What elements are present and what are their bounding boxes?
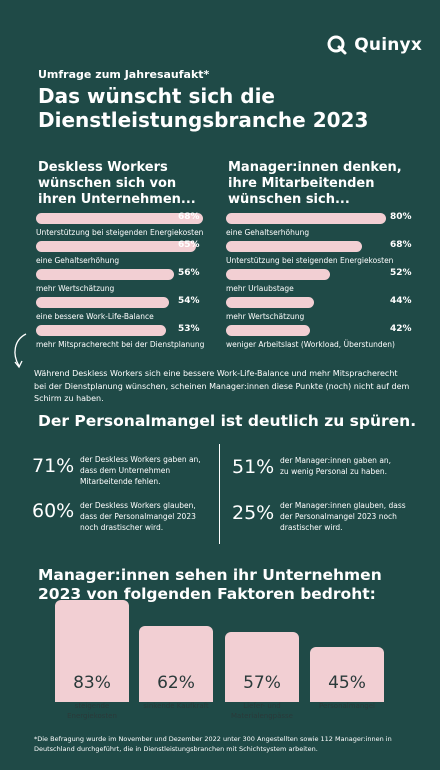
- bar-track: [36, 297, 282, 308]
- bar-category-label: mehr Urlaubstage: [226, 284, 294, 293]
- stats-divider: [219, 444, 220, 544]
- bar-category-label: Unterstützung bei steigenden Energiekost…: [36, 228, 204, 237]
- bar-category-label: weniger Arbeitslast (Workload, Überstund…: [226, 340, 395, 349]
- right-column-heading: Manager:innen denken, ihre Mitarbeitende…: [228, 160, 402, 207]
- stat-number: 60%: [32, 500, 75, 522]
- left-column-heading: Deskless Workers wünschen sich von ihren…: [38, 160, 196, 207]
- stat-number: 51%: [232, 456, 275, 478]
- bar-track: [36, 213, 282, 224]
- bar-track: [36, 325, 282, 336]
- bar: [226, 325, 310, 336]
- stat-number: 25%: [232, 502, 275, 524]
- survey-subtitle: Umfrage zum Jahresaufakt*: [38, 68, 210, 81]
- comparison-note: Während Deskless Workers sich eine besse…: [34, 369, 410, 403]
- bar-category-label: mehr Wertschätzung: [36, 284, 115, 293]
- stat-text: der Deskless Workers glauben, dass der P…: [80, 501, 196, 532]
- bar-track: [226, 213, 426, 224]
- bar: [55, 600, 129, 702]
- bar-value-label: 68%: [178, 212, 200, 222]
- bar: [226, 213, 386, 224]
- bar: [226, 297, 314, 308]
- bar: [36, 269, 174, 280]
- brand-name: Quinyx: [354, 35, 422, 55]
- stat-text: der Manager:innen gaben an, zu wenig Per…: [280, 456, 392, 476]
- bar-category-label: Personalmangel: [319, 702, 375, 710]
- bar: [310, 646, 384, 702]
- curved-arrow-icon: [14, 333, 27, 369]
- bar-category-label: mehr Wertschätzung: [226, 312, 305, 321]
- bar-track: [226, 297, 426, 308]
- bar-value-label: 42%: [390, 324, 412, 334]
- bar-category-label: eine Gehaltserhöhung: [226, 228, 310, 237]
- bar-category-label: steigende Energiekosten: [67, 702, 117, 720]
- bar-value-label: 52%: [390, 268, 412, 278]
- bar-track: [36, 241, 282, 252]
- bar-value-label: 57%: [243, 673, 281, 693]
- stat-text: der Manager:innen glauben, dass der Pers…: [280, 501, 406, 532]
- bar-value-label: 68%: [390, 240, 412, 250]
- bar-value-label: 44%: [390, 296, 412, 306]
- bar-category-label: eine bessere Work-Life-Balance: [36, 312, 154, 321]
- quinyx-logo: Quinyx: [326, 34, 422, 56]
- shortage-heading: Der Personalmangel ist deutlich zu spüre…: [38, 412, 417, 430]
- bar-value-label: 53%: [178, 324, 200, 334]
- bar-track: [226, 325, 426, 336]
- bar-value-label: 80%: [390, 212, 412, 222]
- bar-category-label: Liefer- und Materialengpässe: [231, 702, 293, 720]
- stat-text: der Deskless Workers gaben an, dass dem …: [80, 455, 201, 486]
- page-title: Das wünscht sich die Dienstleistungsbran…: [38, 84, 369, 132]
- bar: [226, 269, 330, 280]
- bar-value-label: 83%: [73, 673, 111, 693]
- bar-value-label: 56%: [178, 268, 200, 278]
- bar-category-label: sinkende Kaufkraft: [143, 702, 209, 710]
- bar: [36, 213, 204, 224]
- bar: [36, 297, 169, 308]
- footnote: *Die Befragung wurde im November und Dez…: [34, 735, 392, 753]
- stat-number: 71%: [32, 455, 75, 477]
- bar-category-label: Unterstützung bei steigenden Energiekost…: [226, 256, 394, 265]
- bar-value-label: 62%: [157, 673, 195, 693]
- bar: [225, 631, 299, 702]
- bar-value-label: 45%: [328, 673, 366, 693]
- bar: [226, 241, 362, 252]
- bar: [139, 625, 213, 702]
- quinyx-logo-icon: [327, 35, 347, 55]
- bar-value-label: 54%: [178, 296, 200, 306]
- bar-track: [226, 241, 426, 252]
- bar: [36, 241, 196, 252]
- bar-track: [36, 269, 282, 280]
- bar: [36, 325, 167, 336]
- bar-track: [226, 269, 426, 280]
- bar-category-label: eine Gehaltserhöhung: [36, 256, 120, 265]
- bar-category-label: mehr Mitspracherecht bei der Dienstplanu…: [36, 340, 205, 349]
- bar-value-label: 65%: [178, 240, 200, 250]
- threats-heading: Manager:innen sehen ihr Unternehmen 2023…: [38, 566, 382, 603]
